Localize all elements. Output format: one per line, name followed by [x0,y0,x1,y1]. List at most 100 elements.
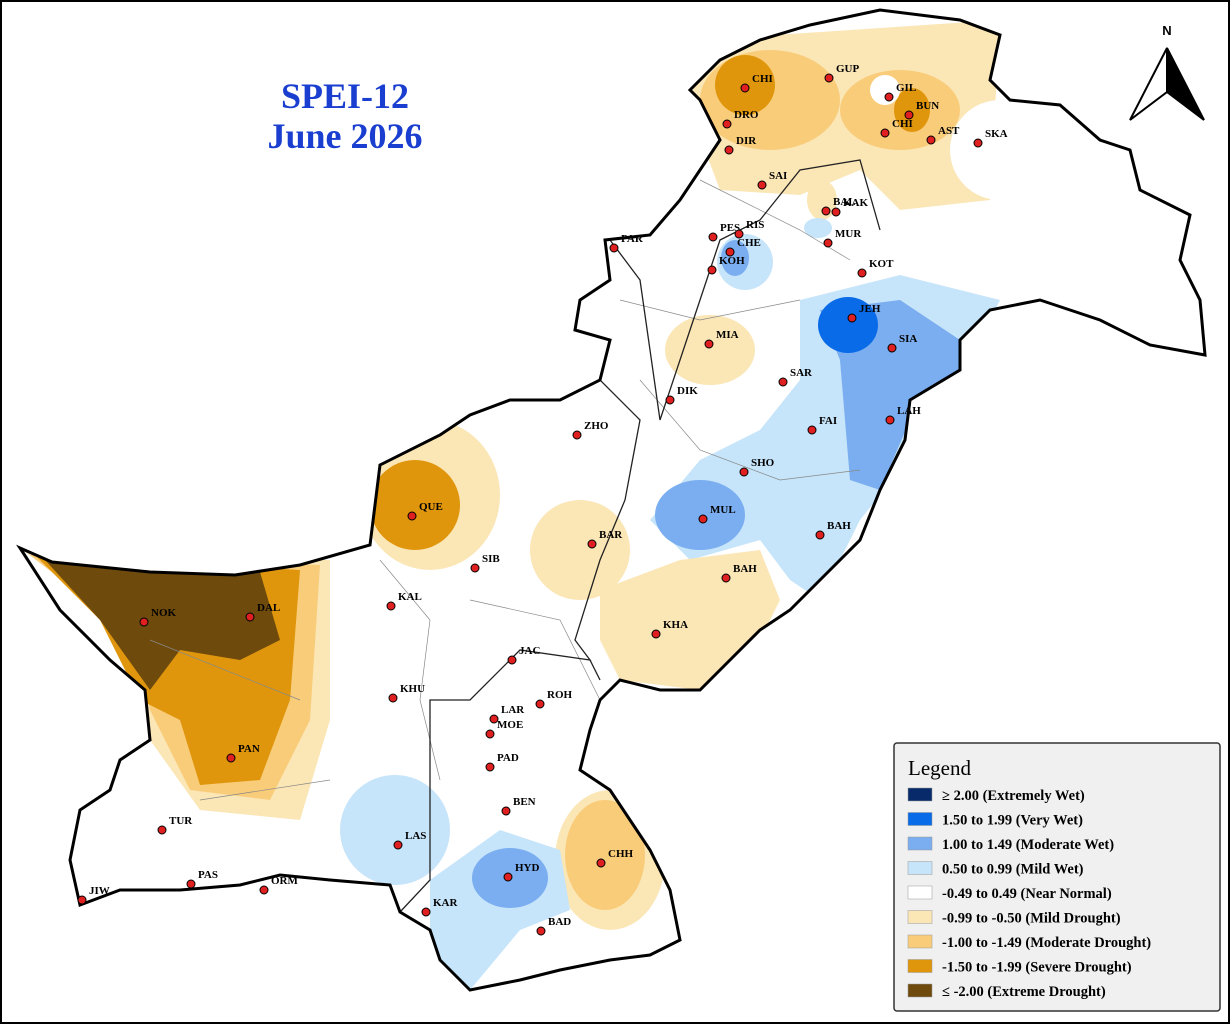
station-dot [884,92,894,102]
station-dot [740,83,750,93]
legend-label: -0.49 to 0.49 (Near Normal) [942,886,1112,902]
station-label: KAR [433,897,459,909]
station-label: SIB [482,553,500,565]
legend-label: 1.50 to 1.99 (Very Wet) [942,813,1083,829]
legend-swatch [907,959,933,973]
station-dot [651,629,661,639]
station-dot [507,655,517,665]
legend-label: ≤ -2.00 (Extreme Drought) [942,984,1106,1000]
legend-label: ≥ 2.00 (Extremely Wet) [942,788,1085,804]
legend-label: -1.00 to -1.49 (Moderate Drought) [942,935,1151,951]
station-dot [587,539,597,549]
station-label: PAD [497,752,519,764]
station-label: KOT [869,258,894,270]
station-label: BUN [916,100,939,112]
station-dot [157,825,167,835]
station-dot [722,119,732,129]
station-label: MIA [716,329,739,341]
legend-label: 1.00 to 1.49 (Moderate Wet) [942,837,1114,853]
station-label: KAK [843,197,869,209]
station-label: SAI [769,170,787,182]
station-label: DAL [257,602,280,614]
station-label: ZHO [584,420,609,432]
station-label: BAH [733,563,757,575]
station-label: BEN [513,796,536,808]
legend-swatch [907,836,933,851]
station-dot [757,180,767,190]
station-label: MOE [497,719,523,731]
station-label: GUP [836,63,860,75]
station-label: HYD [515,862,540,874]
station-dot [831,207,841,217]
legend-label: 0.50 to 0.99 (Mild Wet) [942,862,1084,878]
station-dot [501,806,511,816]
station-dot [973,138,983,148]
legend-swatch [907,812,933,826]
station-label: SAR [790,367,813,379]
station-dot [393,840,403,850]
district-lines [149,179,861,801]
station-label: BAR [599,529,623,541]
station-label: PAN [238,743,260,755]
station-dot [226,753,236,763]
station-dot [926,135,936,145]
station-dot [698,514,708,524]
station-dot [885,415,895,425]
station-dot [707,265,717,275]
province-boundaries [399,159,881,913]
station-dot [139,617,149,627]
station-label: QUE [419,501,443,513]
station-dot [734,229,744,239]
station-label: MUL [710,504,736,516]
station-dot [821,206,831,216]
station-label: SHO [751,457,775,469]
station-dot [535,699,545,709]
legend-swatch [907,885,933,900]
legend-swatch [907,861,933,875]
station-dot [386,601,396,611]
legend-title: Legend [908,756,971,780]
station-dot [815,530,825,540]
station-label: CHH [608,848,634,860]
map-subtitle: June 2026 [267,116,422,156]
station-label: RIS [746,219,764,231]
station-label: KAL [398,591,422,603]
legend-label: -0.99 to -0.50 (Mild Drought) [942,911,1121,927]
legend-swatch [907,983,933,998]
station-label: JEH [859,303,881,315]
station-label: NOK [151,607,177,619]
station-label: DIR [736,135,757,147]
station-label: JAC [519,645,540,657]
station-label: KHU [400,683,425,695]
station-dot [847,313,857,323]
station-label: DRO [734,109,759,121]
station-dot [245,612,255,622]
station-label: FAI [819,415,837,427]
station-label: PES [720,222,740,234]
station-label: DIK [677,385,698,397]
station-label: CHE [737,237,761,249]
station-dot [470,563,480,573]
station-dot [887,343,897,353]
station-dot [503,872,513,882]
station-label: CHI [892,118,913,130]
station-label: LAS [405,830,426,842]
station-label: GIL [896,82,916,94]
station-dot [823,238,833,248]
station-dot [807,425,817,435]
station-dot [489,714,499,724]
station-label: KHA [663,619,688,631]
station-label: LAR [501,704,525,716]
station-dot [665,395,675,405]
station-label: MUR [835,228,862,240]
station-label: BAH [827,520,851,532]
station-dot [725,247,735,257]
station-label: LAH [897,405,921,417]
station-dot [186,879,196,889]
station-label: SKA [985,128,1008,140]
station-label: BAL [833,196,856,208]
north-label: N [1162,23,1171,38]
station-dot [857,268,867,278]
station-label: KOH [719,255,745,267]
